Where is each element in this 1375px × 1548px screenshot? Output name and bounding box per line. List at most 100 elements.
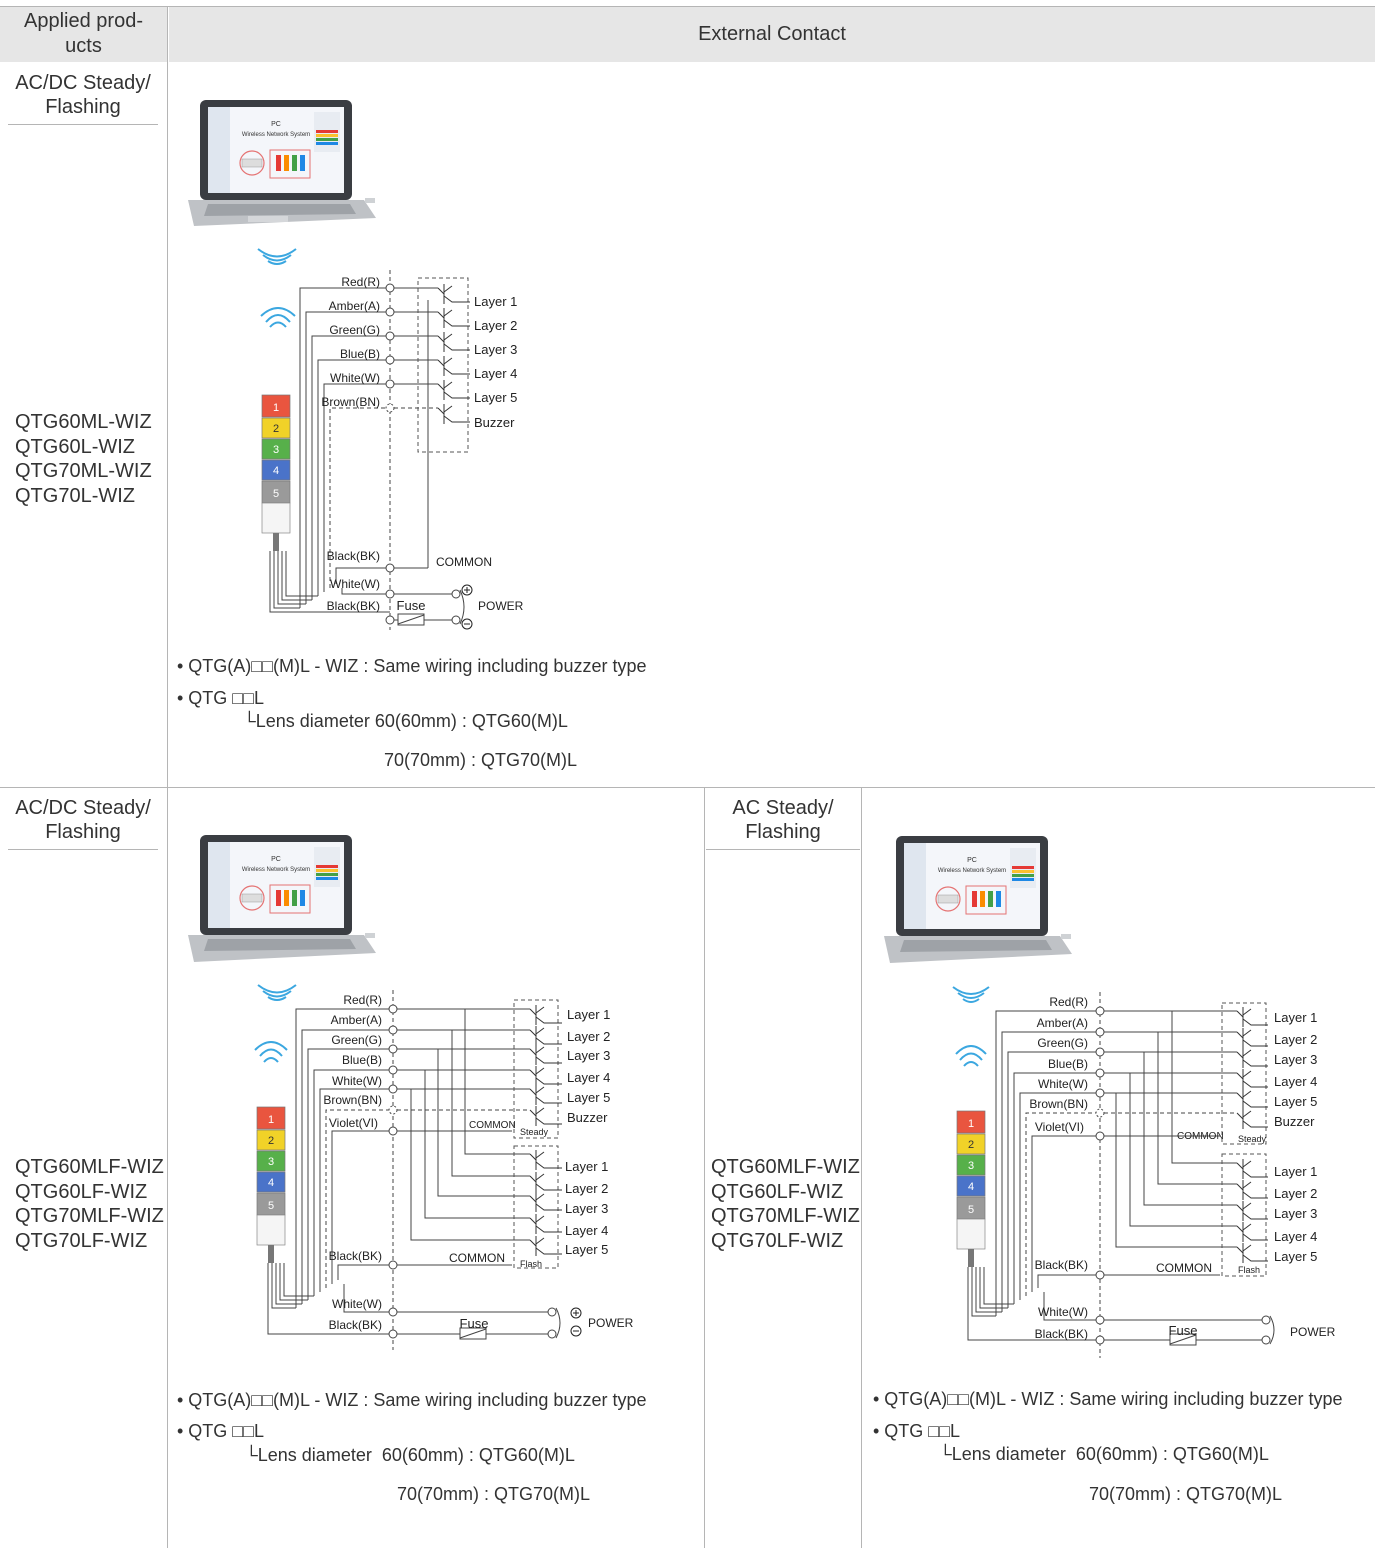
section1-mode-divider <box>8 124 158 125</box>
laptop-icon: PC Wireless Network System <box>188 100 376 226</box>
output-label: Layer 2 <box>1274 1032 1317 1047</box>
terminal-block <box>1095 992 1105 1358</box>
laptop-icon: PC Wireless Network System <box>188 835 376 962</box>
section3-note-2: • QTG □□L <box>873 1421 961 1441</box>
wire-label: Black(BK) <box>329 1249 382 1263</box>
wire-labels: Red(R) Amber(A) Green(G) Blue(B) White(W… <box>321 275 380 613</box>
product-name: QTG60L-WIZ <box>15 435 136 458</box>
output-label: Layer 4 <box>565 1223 608 1238</box>
output-label: Layer 5 <box>1274 1249 1317 1264</box>
tower-layer-number: 4 <box>968 1181 974 1193</box>
common-label: COMMON <box>1156 1261 1212 1275</box>
section3-column-divider <box>861 787 862 1548</box>
header-external-contact-text: External Contact <box>698 22 846 45</box>
section2-note-1: • QTG(A)□□(M)L - WIZ : Same wiring inclu… <box>177 1390 647 1410</box>
pc-subtitle: Wireless Network System <box>242 132 310 138</box>
pc-subtitle: Wireless Network System <box>938 868 1006 874</box>
header-applied-products-text: Applied prod-ucts <box>24 10 143 57</box>
section1-product-list: QTG60ML-WIZ QTG60L-WIZ QTG70ML-WIZ QTG70… <box>15 410 152 508</box>
section1-note-3: └Lens diameter 60(60mm) : QTG60(M)L <box>243 711 568 732</box>
wire-labels: Red(R) Amber(A) Green(G) Blue(B) White(W… <box>1029 995 1088 1341</box>
tower-layer-number: 5 <box>268 1200 274 1212</box>
steady-label: Steady <box>1238 1134 1267 1144</box>
section2-note-4: 70(70mm) : QTG70(M)L <box>397 1484 591 1504</box>
output-label: Layer 1 <box>567 1007 610 1022</box>
wire-bundle <box>269 287 390 613</box>
lens-prefix: Lens diameter <box>951 1444 1076 1464</box>
wire-label: Brown(BN) <box>1029 1097 1088 1111</box>
tower-layer-number: 2 <box>268 1135 274 1147</box>
wire-label: White(W) <box>1038 1305 1088 1319</box>
lens-value: 60(60mm) : QTG60(M)L <box>374 711 568 731</box>
wire-label: Blue(B) <box>340 347 380 361</box>
output-label: Layer 2 <box>474 318 517 333</box>
output-label: Buzzer <box>474 415 515 430</box>
wire-label: Blue(B) <box>1048 1057 1088 1071</box>
output-label: Layer 3 <box>1274 1206 1317 1221</box>
output-wires <box>1104 1010 1275 1346</box>
pc-subtitle: Wireless Network System <box>242 867 310 873</box>
output-labels: Layer 1 Layer 2 Layer 3 Layer 4 Layer 5 … <box>436 294 524 613</box>
wire-label: Green(G) <box>329 323 380 337</box>
lens-prefix: Lens diameter <box>257 1445 382 1465</box>
steady-relay-box <box>1221 1002 1267 1145</box>
product-name: QTG60LF-WIZ <box>15 1180 148 1203</box>
wire-label: Brown(BN) <box>321 395 380 409</box>
section3-wiring-diagram: PC Wireless Network System 1 <box>884 836 1336 1358</box>
section1-note-1: • QTG(A)□□(M)L - WIZ : Same wiring inclu… <box>177 656 647 676</box>
tower-layer-number: 4 <box>268 1177 274 1189</box>
output-label: Layer 5 <box>565 1242 608 1257</box>
output-wires <box>394 287 465 626</box>
section3-note-3: └Lens diameter 60(60mm) : QTG60(M)L <box>939 1444 1269 1465</box>
output-label: Layer 4 <box>1274 1074 1317 1089</box>
section1-note-4: 70(70mm) : QTG70(M)L <box>384 750 578 770</box>
wire-label: Black(BK) <box>1035 1327 1088 1341</box>
wifi-signal-icon <box>955 1045 987 1067</box>
output-label: Layer 5 <box>474 390 517 405</box>
output-label: Layer 5 <box>567 1090 610 1105</box>
product-name: QTG60LF-WIZ <box>711 1180 844 1203</box>
pc-title: PC <box>271 856 281 863</box>
section2-note-2: • QTG □□L <box>177 1421 265 1441</box>
fuse-label: Fuse <box>397 598 426 613</box>
wire-label: White(W) <box>1038 1077 1088 1091</box>
wire-label: White(W) <box>332 1074 382 1088</box>
wire-label: Amber(A) <box>331 1013 382 1027</box>
product-name: QTG70L-WIZ <box>15 484 136 507</box>
wire-label: White(W) <box>330 577 380 591</box>
relay-box <box>417 277 469 453</box>
bracket-icon: └ <box>245 1445 258 1465</box>
laptop-icon: PC Wireless Network System <box>884 836 1072 963</box>
output-label: Layer 4 <box>474 366 517 381</box>
wire-label: White(W) <box>330 371 380 385</box>
transistor-array <box>437 284 470 424</box>
bracket-icon: └ <box>939 1444 952 1464</box>
wifi-signal-icon <box>254 1041 288 1063</box>
product-name: QTG70MLF-WIZ <box>711 1205 860 1227</box>
lens-prefix: Lens diameter <box>255 711 375 731</box>
steady-label: Steady <box>520 1127 549 1137</box>
lens-value: 60(60mm) : QTG60(M)L <box>1075 1444 1269 1464</box>
flash-label: Flash <box>1238 1265 1260 1275</box>
section3-mode-text: AC Steady/ Flashing <box>732 797 834 843</box>
common-label: COMMON <box>469 1120 516 1131</box>
fuse-label: Fuse <box>1169 1323 1198 1338</box>
wire-bundle <box>967 1010 1100 1341</box>
wifi-signal-icon <box>952 986 990 1003</box>
header-applied-products: Applied prod-ucts <box>0 6 167 62</box>
product-name: QTG70LF-WIZ <box>15 1229 148 1252</box>
wire-label: Black(BK) <box>1035 1258 1088 1272</box>
section1-wiring-diagram: PC Wireless Network System <box>188 100 524 630</box>
section2-wiring-diagram: PC Wireless Network System 1 <box>188 835 634 1350</box>
power-label: POWER <box>478 599 524 613</box>
wire-label: Violet(VI) <box>329 1116 378 1130</box>
signal-tower-icon: 1 2 3 4 5 <box>256 1106 286 1263</box>
wifi-signal-icon <box>260 307 296 328</box>
section3-product-list: QTG60MLF-WIZ QTG60LF-WIZ QTG70MLF-WIZ QT… <box>711 1155 860 1253</box>
output-label: Layer 3 <box>1274 1052 1317 1067</box>
wire-label: Amber(A) <box>329 299 380 313</box>
power-label: POWER <box>1290 1325 1336 1339</box>
wire-label: Red(R) <box>343 993 382 1007</box>
output-label: Layer 2 <box>1274 1186 1317 1201</box>
